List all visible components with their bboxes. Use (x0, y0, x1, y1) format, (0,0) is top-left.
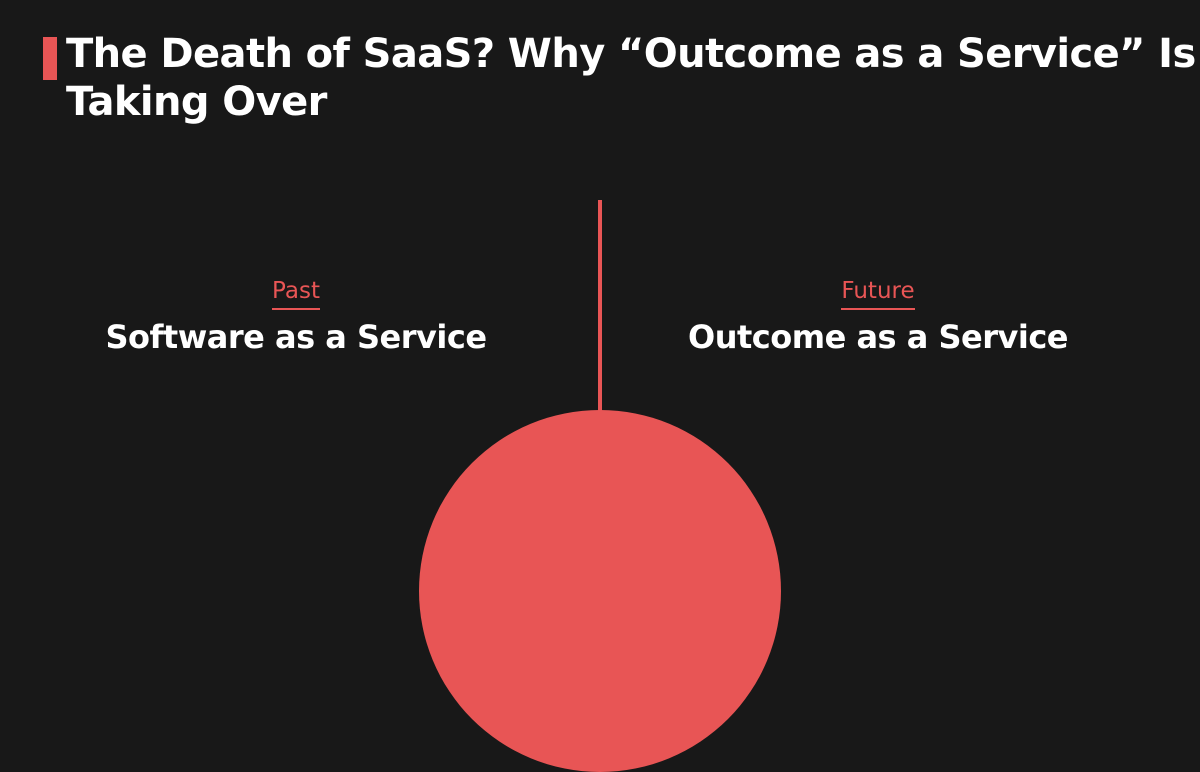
page-title: The Death of SaaS? Why “Outcome as a Ser… (66, 31, 1196, 125)
future-heading: Outcome as a Service (688, 318, 1068, 356)
title-accent-bar (43, 37, 57, 80)
past-label: Past (272, 276, 320, 310)
future-label: Future (841, 276, 915, 310)
future-column: Future Outcome as a Service (598, 276, 1158, 358)
timeline-circle (419, 410, 781, 772)
timeline-divider-line (598, 200, 602, 412)
past-heading: Software as a Service (105, 318, 487, 356)
past-column: Past Software as a Service (16, 276, 576, 358)
